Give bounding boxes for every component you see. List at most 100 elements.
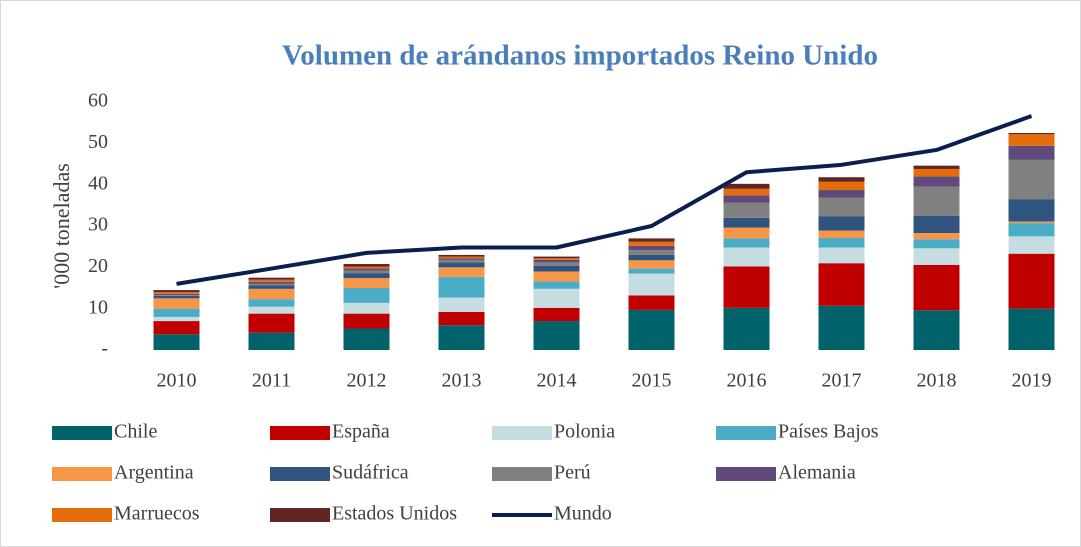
- x-tick-label: 2012: [347, 370, 387, 392]
- y-tick-label: 50: [88, 131, 108, 153]
- bar-segment: [533, 262, 580, 266]
- bar-segment: [153, 292, 200, 294]
- bar-segment: [818, 263, 865, 306]
- bar-segment: [913, 165, 960, 169]
- x-tick-label: 2011: [252, 370, 291, 392]
- bar-segment: [1008, 308, 1055, 350]
- bar-segment: [628, 268, 675, 274]
- bar-segment: [248, 313, 295, 333]
- bar-segment: [1008, 133, 1055, 135]
- bar-segment: [533, 271, 580, 282]
- bar-segment: [723, 307, 770, 350]
- y-tick-label: 30: [88, 214, 108, 236]
- bar-segment: [153, 290, 200, 293]
- legend-swatch: [270, 508, 330, 522]
- bar-segment: [248, 277, 295, 280]
- legend-swatch: [52, 426, 112, 440]
- bar-segment: [913, 176, 960, 187]
- legend-swatch: [270, 467, 330, 481]
- bar-segment: [343, 302, 390, 314]
- x-tick-label: 2017: [822, 370, 862, 392]
- bar-segment: [153, 316, 200, 322]
- bar-segment: [533, 259, 580, 263]
- bar-segment: [913, 310, 960, 350]
- bar-segment: [153, 295, 200, 296]
- bar-segment: [818, 237, 865, 248]
- legend-label: Sudáfrica: [332, 462, 409, 484]
- bar-segment: [723, 202, 770, 218]
- bar-segment: [533, 321, 580, 350]
- bar-segment: [818, 230, 865, 238]
- y-tick-label: 20: [88, 255, 108, 277]
- bar-segment: [1008, 134, 1055, 146]
- bar-segment: [343, 268, 390, 271]
- bar-segment: [438, 297, 485, 312]
- bar-segment: [438, 256, 485, 259]
- x-tick-label: 2018: [917, 370, 957, 392]
- bar-segment: [438, 311, 485, 326]
- bar-segment: [1008, 236, 1055, 254]
- bar-segment: [818, 181, 865, 191]
- legend-swatch: [270, 426, 330, 440]
- bar-segment: [343, 328, 390, 350]
- bar-segment: [343, 288, 390, 303]
- bar-segment: [438, 262, 485, 268]
- bar-segment: [153, 334, 200, 350]
- bar-segment: [818, 216, 865, 231]
- bar-segment: [723, 227, 770, 239]
- bar-segment: [628, 245, 675, 250]
- bar-segment: [248, 285, 295, 289]
- legend-label: Mundo: [554, 503, 612, 525]
- bar-segment: [248, 306, 295, 314]
- x-tick-label: 2014: [537, 370, 577, 392]
- bar-segment: [1008, 159, 1055, 200]
- bar-segment: [248, 281, 295, 284]
- bar-segment: [913, 264, 960, 311]
- bar-segment: [533, 288, 580, 308]
- bar-segment: [438, 258, 485, 260]
- bar-segment: [1008, 145, 1055, 160]
- legend-label: Polonia: [554, 421, 615, 443]
- bar-segment: [628, 260, 675, 269]
- bar-segment: [343, 273, 390, 279]
- bar-segment: [628, 241, 675, 246]
- bar-segment: [723, 195, 770, 203]
- legend-label: Argentina: [114, 462, 194, 484]
- legend-label: España: [332, 421, 390, 443]
- bar-segment: [913, 239, 960, 249]
- bar-segment: [628, 238, 675, 242]
- bar-segment: [628, 249, 675, 255]
- bar-segment: [1008, 253, 1055, 309]
- bar-segment: [248, 332, 295, 350]
- bar-segment: [628, 254, 675, 261]
- bar-segment: [628, 295, 675, 310]
- bar-segment: [248, 279, 295, 282]
- legend-label: Perú: [554, 462, 591, 484]
- x-tick-label: 2015: [632, 370, 672, 392]
- bar-segment: [818, 177, 865, 182]
- bar-segment: [533, 258, 580, 260]
- bar-segment: [818, 247, 865, 264]
- y-tick-label: 40: [88, 172, 108, 194]
- bar-segment: [1008, 221, 1055, 224]
- bar-segment: [248, 299, 295, 307]
- x-tick-label: 2013: [442, 370, 482, 392]
- legend-label: Estados Unidos: [332, 503, 457, 525]
- legend-label: Alemania: [778, 462, 856, 484]
- legend-swatch: [52, 467, 112, 481]
- bar-segment: [153, 298, 200, 309]
- bar-segment: [723, 217, 770, 228]
- y-tick-label: 10: [88, 296, 108, 318]
- bar-segment: [913, 168, 960, 177]
- bar-segment: [153, 295, 200, 299]
- bar-segment: [438, 276, 485, 298]
- bar-segment: [533, 265, 580, 272]
- legend-swatch: [52, 508, 112, 522]
- bar-segment: [343, 313, 390, 329]
- x-tick-label: 2019: [1012, 370, 1052, 392]
- bar-segment: [533, 281, 580, 289]
- bar-segment: [438, 267, 485, 277]
- bar-segment: [913, 186, 960, 216]
- bar-segment: [1008, 199, 1055, 222]
